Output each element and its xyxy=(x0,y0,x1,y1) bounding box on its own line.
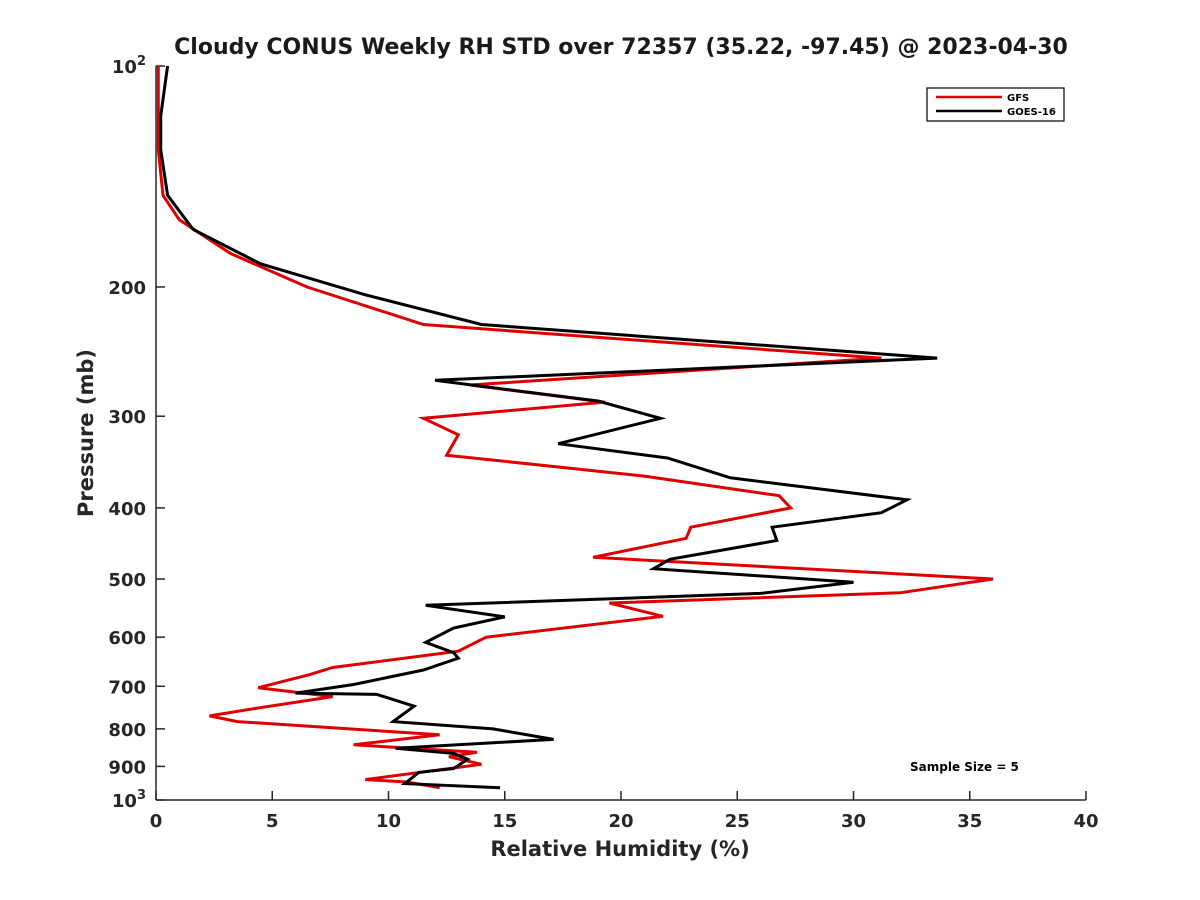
y-tick-label: 900 xyxy=(108,757,146,778)
series-line-gfs xyxy=(156,66,994,790)
y-tick-label: 800 xyxy=(108,720,146,741)
legend: GFS GOES-16 xyxy=(926,87,1065,122)
y-tick-label: 700 xyxy=(108,677,146,698)
y-tick-label-exponent: 2 xyxy=(137,54,146,69)
y-tick-label-base: 700 xyxy=(108,677,146,698)
y-tick-label: 102 xyxy=(112,54,146,78)
sample-size-annotation: Sample Size = 5 xyxy=(910,760,1019,774)
y-tick-label-base: 10 xyxy=(112,57,137,78)
series-line-goes-16 xyxy=(159,65,938,790)
x-tick-label: 25 xyxy=(725,811,750,832)
x-tick-label: 0 xyxy=(150,811,163,832)
y-tick-label-exponent: 3 xyxy=(137,788,146,803)
x-tick-label: 10 xyxy=(376,811,401,832)
y-tick-label-base: 10 xyxy=(112,791,137,812)
x-tick-label: 5 xyxy=(266,811,279,832)
x-tick-label: 15 xyxy=(492,811,517,832)
x-tick-label: 35 xyxy=(957,811,982,832)
legend-entry-label: GOES-16 xyxy=(1007,107,1056,118)
y-tick-label-base: 300 xyxy=(108,407,146,428)
chart-title: Cloudy CONUS Weekly RH STD over 72357 (3… xyxy=(174,35,1068,60)
y-tick-label-base: 900 xyxy=(108,757,146,778)
y-tick-label-base: 800 xyxy=(108,720,146,741)
y-tick-label: 500 xyxy=(108,570,146,591)
y-tick-label: 200 xyxy=(108,278,146,299)
y-tick-label-base: 600 xyxy=(108,628,146,649)
y-tick-label-base: 200 xyxy=(108,278,146,299)
x-tick-label: 40 xyxy=(1073,811,1098,832)
y-tick-label: 103 xyxy=(112,788,146,812)
y-tick-label: 400 xyxy=(108,499,146,520)
legend-box xyxy=(926,87,1065,122)
legend-entry-label: GFS xyxy=(1007,93,1029,104)
x-tick-label: 20 xyxy=(608,811,633,832)
x-tick-label: 30 xyxy=(841,811,866,832)
y-tick-label-base: 400 xyxy=(108,499,146,520)
x-axis-label: Relative Humidity (%) xyxy=(490,837,749,861)
y-tick-label: 300 xyxy=(108,407,146,428)
series-layer xyxy=(156,65,994,790)
axes: 0 5 10 15 20 25 30 35 40102200300400500600700800… xyxy=(108,54,1098,832)
y-tick-label: 600 xyxy=(108,628,146,649)
y-axis-label: Pressure (mb) xyxy=(74,349,98,517)
y-tick-label-base: 500 xyxy=(108,570,146,591)
